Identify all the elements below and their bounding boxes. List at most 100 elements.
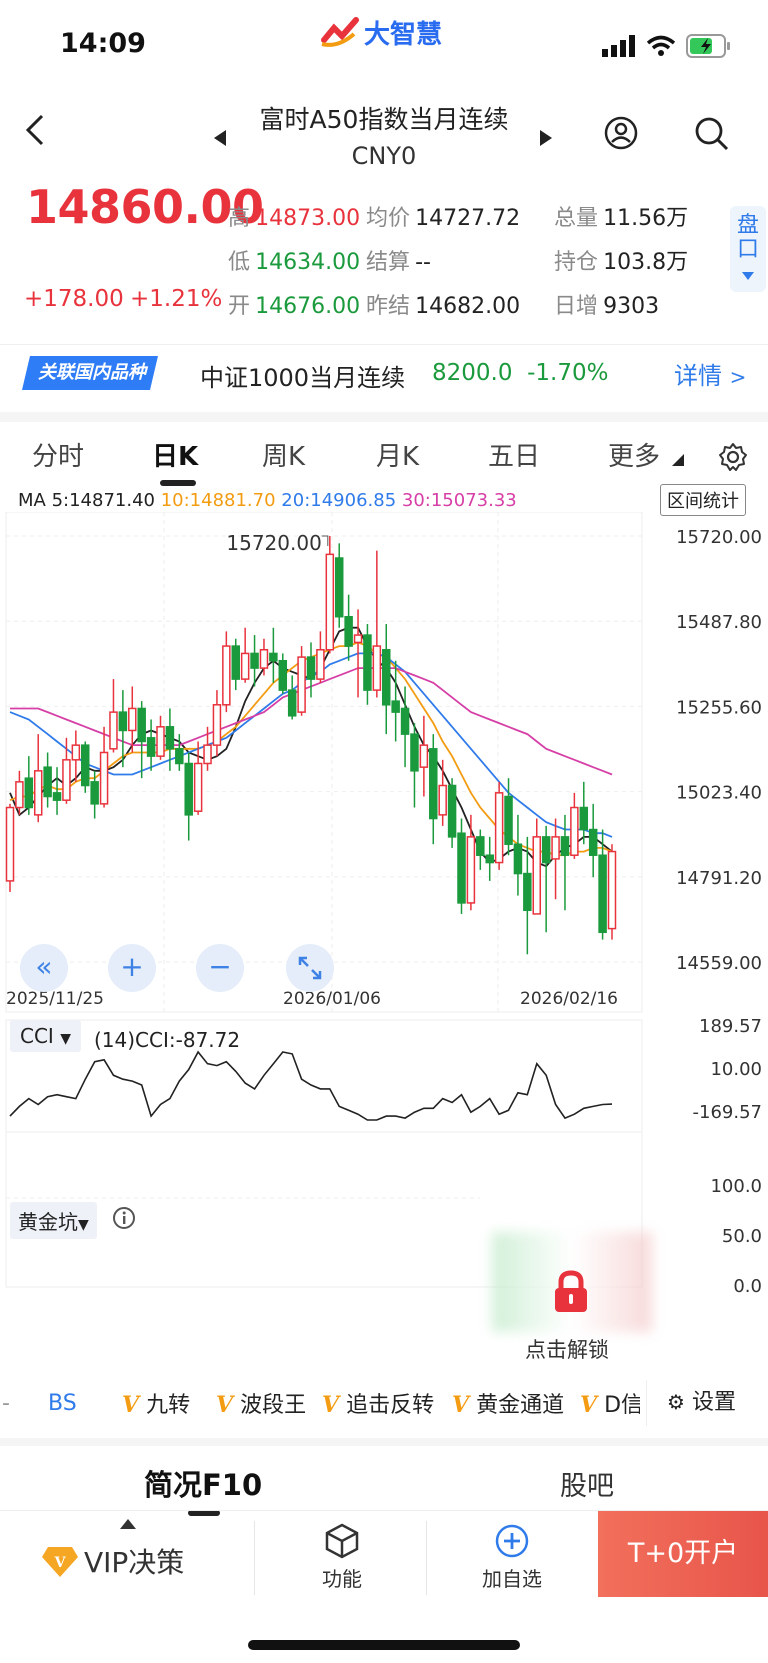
y-tick-label: 15487.80 bbox=[676, 612, 762, 633]
back-icon[interactable] bbox=[22, 112, 46, 148]
chart-settings-icon[interactable] bbox=[718, 442, 748, 472]
y-tick-label: 15720.00 bbox=[676, 527, 762, 548]
prev-contract-icon[interactable] bbox=[214, 130, 226, 146]
candle-down bbox=[523, 872, 532, 912]
tab-five-day[interactable]: 五日 bbox=[488, 442, 541, 472]
related-detail-link[interactable]: 详情 > bbox=[674, 362, 747, 390]
candle-down bbox=[165, 726, 175, 750]
vip-decision-button[interactable]: V VIP决策 bbox=[42, 1541, 184, 1581]
tab-weekly-k[interactable]: 周K bbox=[262, 442, 306, 472]
open-account-button[interactable]: T+0开户 bbox=[598, 1511, 768, 1597]
cube-icon bbox=[325, 1523, 359, 1559]
bottom-nav: V VIP决策 功能 加自选 T+0开户 bbox=[0, 1510, 768, 1602]
avg-value: 14727.72 bbox=[415, 206, 521, 231]
indicator-bs[interactable]: BS bbox=[48, 1390, 77, 1416]
candle-up bbox=[222, 645, 231, 706]
prev-settle-value: 14682.00 bbox=[415, 294, 521, 319]
tab-daily-k[interactable]: 日K bbox=[152, 442, 199, 472]
signal-icon bbox=[602, 35, 635, 57]
candle-down bbox=[588, 828, 598, 856]
candle-up bbox=[99, 751, 109, 805]
indicator-huangjin[interactable]: V 黄金通道 bbox=[452, 1392, 565, 1418]
zoom-in-button[interactable]: + bbox=[108, 944, 156, 992]
candle-up bbox=[372, 645, 382, 691]
kline-chart[interactable]: 15720.00 15487.80 15255.60 15023.40 14791.20… bbox=[0, 512, 768, 1372]
indicator-settings[interactable]: ⚙ 设置 bbox=[646, 1380, 768, 1426]
high-value: 14873.00 bbox=[255, 206, 361, 231]
svg-text:V: V bbox=[54, 1555, 67, 1571]
locked-blur bbox=[492, 1232, 652, 1332]
ma10-legend: 10:14881.70 bbox=[160, 490, 276, 511]
indicator-jiuzhuan[interactable]: V 九转 bbox=[122, 1392, 191, 1418]
add-watchlist-button[interactable]: 加自选 bbox=[470, 1523, 554, 1592]
candle-down bbox=[250, 652, 259, 669]
range-stats-button[interactable]: 区间统计 bbox=[660, 484, 746, 516]
caret-down-icon bbox=[742, 272, 754, 280]
candle-up bbox=[109, 711, 118, 750]
quote-prev-settle: 昨结 14682.00 bbox=[366, 294, 521, 319]
user-icon[interactable] bbox=[604, 116, 638, 150]
cci-selector[interactable]: CCI ▼ bbox=[10, 1020, 81, 1052]
cci-value-label: (14)CCI:-87.72 bbox=[94, 1028, 241, 1052]
indicator-boduanwang[interactable]: V 波段王 bbox=[216, 1392, 307, 1418]
candle-up bbox=[325, 553, 335, 651]
candle-up bbox=[438, 784, 447, 816]
related-product-bar[interactable] bbox=[0, 344, 768, 410]
cci-y-tick: 10.00 bbox=[710, 1059, 762, 1080]
candle-down bbox=[52, 792, 62, 801]
quote-low: 低 14634.00 bbox=[228, 250, 361, 275]
info-tabs: 简况F10 股吧 bbox=[0, 1438, 768, 1516]
search-icon[interactable] bbox=[694, 116, 730, 152]
status-icons bbox=[602, 34, 732, 58]
low-value: 14634.00 bbox=[255, 250, 361, 275]
tab-intraday[interactable]: 分时 bbox=[32, 442, 85, 472]
indicator-bar: - BS V 九转 V 波段王 V 追击反转 V 黄金通道 V D信 ⚙ 设置 bbox=[0, 1378, 768, 1428]
next-contract-icon[interactable] bbox=[540, 130, 552, 146]
tab-more[interactable]: 更多 bbox=[608, 442, 661, 472]
candle-down bbox=[137, 707, 146, 743]
high-marker-line bbox=[321, 535, 329, 546]
main-panel-frame bbox=[5, 512, 643, 1013]
candle-up bbox=[203, 744, 212, 765]
last-price: 14860.00 bbox=[26, 180, 264, 234]
indicator-zhuiji[interactable]: V 追击反转 bbox=[322, 1392, 435, 1418]
candle-down bbox=[306, 656, 316, 680]
candle-down bbox=[541, 836, 551, 864]
gold-panel-frame bbox=[5, 1131, 643, 1288]
candle-down bbox=[81, 744, 90, 787]
lock-icon[interactable] bbox=[552, 1270, 590, 1314]
quote-settle: 结算 -- bbox=[366, 250, 431, 275]
plus-circle-icon bbox=[495, 1524, 529, 1558]
indicator-dxin[interactable]: V D信 bbox=[580, 1392, 640, 1418]
candle-up bbox=[297, 656, 306, 713]
candle-up bbox=[607, 850, 617, 930]
candle-up bbox=[71, 744, 81, 761]
home-indicator bbox=[248, 1640, 520, 1650]
tab-guba[interactable]: 股吧 bbox=[560, 1471, 614, 1502]
scroll-left-button[interactable]: « bbox=[20, 944, 68, 992]
gold-y-tick: 50.0 bbox=[722, 1226, 762, 1247]
candle-down bbox=[410, 733, 419, 772]
candle-up bbox=[212, 704, 222, 746]
candle-up bbox=[15, 781, 24, 809]
zoom-out-button[interactable]: − bbox=[196, 944, 244, 992]
tab-f10[interactable]: 简况F10 bbox=[144, 1468, 263, 1502]
info-icon[interactable] bbox=[112, 1206, 136, 1230]
expand-icon bbox=[298, 956, 322, 980]
ma30-legend: 30:15073.33 bbox=[401, 490, 517, 511]
functions-button[interactable]: 功能 bbox=[300, 1523, 384, 1592]
pankou-tab[interactable]: 盘口 bbox=[730, 206, 766, 292]
related-name: 中证1000当月连续 bbox=[200, 364, 406, 392]
candle-down bbox=[513, 843, 523, 875]
candle-down bbox=[90, 781, 99, 805]
fullscreen-button[interactable] bbox=[286, 944, 334, 992]
change-amount: +178.00 bbox=[24, 286, 124, 312]
candle-down bbox=[146, 737, 156, 757]
more-caret-icon bbox=[672, 454, 684, 466]
settle-value: -- bbox=[415, 250, 431, 275]
candles bbox=[5, 536, 617, 955]
expand-up-icon[interactable] bbox=[120, 1519, 136, 1529]
tab-monthly-k[interactable]: 月K bbox=[376, 442, 420, 472]
unlock-text[interactable]: 点击解锁 bbox=[525, 1338, 609, 1362]
golden-pit-selector[interactable]: 黄金坑▼ bbox=[10, 1202, 97, 1239]
